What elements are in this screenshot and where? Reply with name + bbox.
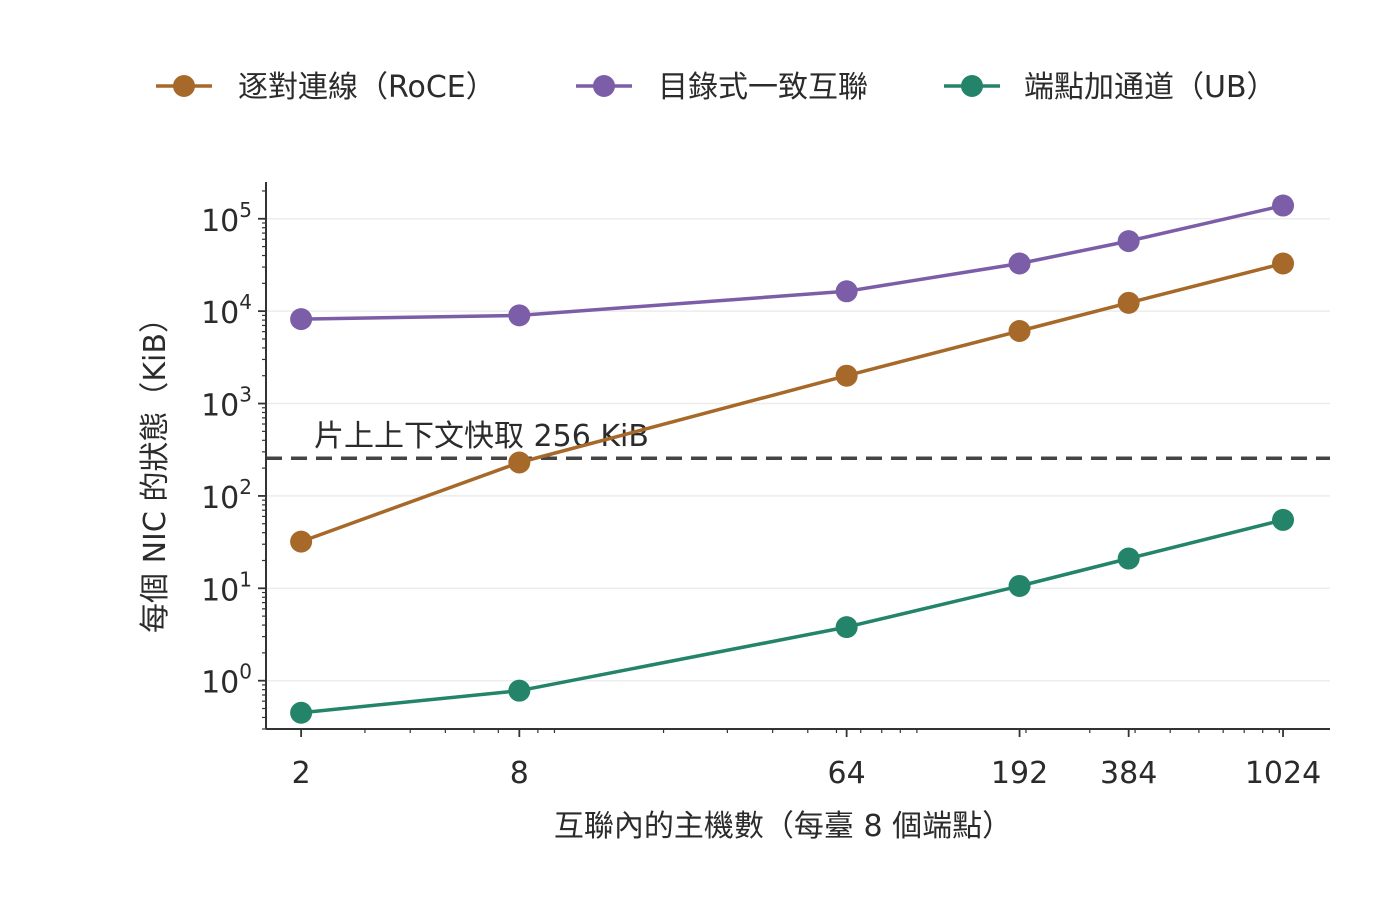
data-point-0-3 xyxy=(1008,319,1031,342)
y-tick-label: 100 xyxy=(201,660,252,701)
legend-label-0: 逐對連線（RoCE） xyxy=(238,70,496,105)
axes: 100 101 102 103 104 105 2 8 64 192 384 1024 xyxy=(201,182,1330,791)
y-tick-label: 101 xyxy=(201,567,252,608)
series-line-1 xyxy=(301,203,1284,321)
x-tick-label: 8 xyxy=(510,756,529,791)
series-line-0 xyxy=(300,261,1284,544)
data-point-0-1 xyxy=(508,451,531,474)
data-point-1-3 xyxy=(1008,252,1031,275)
y-tick-label: 104 xyxy=(201,290,252,331)
data-point-0-5 xyxy=(1272,252,1295,275)
legend-label-2: 端點加通道（UB） xyxy=(1024,70,1277,105)
data-point-1-5 xyxy=(1272,194,1295,217)
data-point-0-0 xyxy=(290,530,313,553)
data-point-2-1 xyxy=(508,679,531,702)
data-point-2-5 xyxy=(1272,508,1295,531)
x-tick-label: 192 xyxy=(991,756,1048,791)
y-tick-label: 105 xyxy=(201,198,252,239)
data-point-1-4 xyxy=(1117,230,1140,253)
x-tick-label: 384 xyxy=(1100,756,1157,791)
legend-marker-1 xyxy=(593,75,615,97)
x-axis-title: 互聯內的主機數（每臺 8 個端點） xyxy=(554,809,1012,844)
series-line-2 xyxy=(300,518,1284,715)
reference-line: 片上上下文快取 256 KiB xyxy=(266,419,1330,460)
data-point-0-2 xyxy=(835,364,858,387)
data-point-2-4 xyxy=(1117,547,1140,570)
gridlines xyxy=(266,218,1330,682)
data-point-2-2 xyxy=(835,616,858,639)
y-tick-label: 103 xyxy=(201,383,252,424)
data-point-0-4 xyxy=(1117,291,1140,314)
data-point-1-1 xyxy=(508,304,531,327)
y-tick-label: 102 xyxy=(201,475,252,516)
data-point-2-3 xyxy=(1008,574,1031,597)
data-point-1-0 xyxy=(290,308,313,331)
legend-marker-0 xyxy=(173,75,195,97)
x-tick-label: 1024 xyxy=(1245,756,1321,791)
y-axis-title: 每個 NIC 的狀態（KiB） xyxy=(138,303,173,633)
data-point-2-0 xyxy=(290,701,313,724)
legend-marker-2 xyxy=(961,75,983,97)
legend-label-1: 目錄式一致互聯 xyxy=(658,70,868,105)
x-tick-label: 2 xyxy=(292,756,311,791)
reference-line-label: 片上上下文快取 256 KiB xyxy=(314,419,649,454)
series-group xyxy=(290,194,1295,724)
legend: 逐對連線（RoCE） 目錄式一致互聯 端點加通道（UB） xyxy=(156,70,1277,105)
data-point-1-2 xyxy=(835,280,858,303)
x-tick-label: 64 xyxy=(828,756,866,791)
